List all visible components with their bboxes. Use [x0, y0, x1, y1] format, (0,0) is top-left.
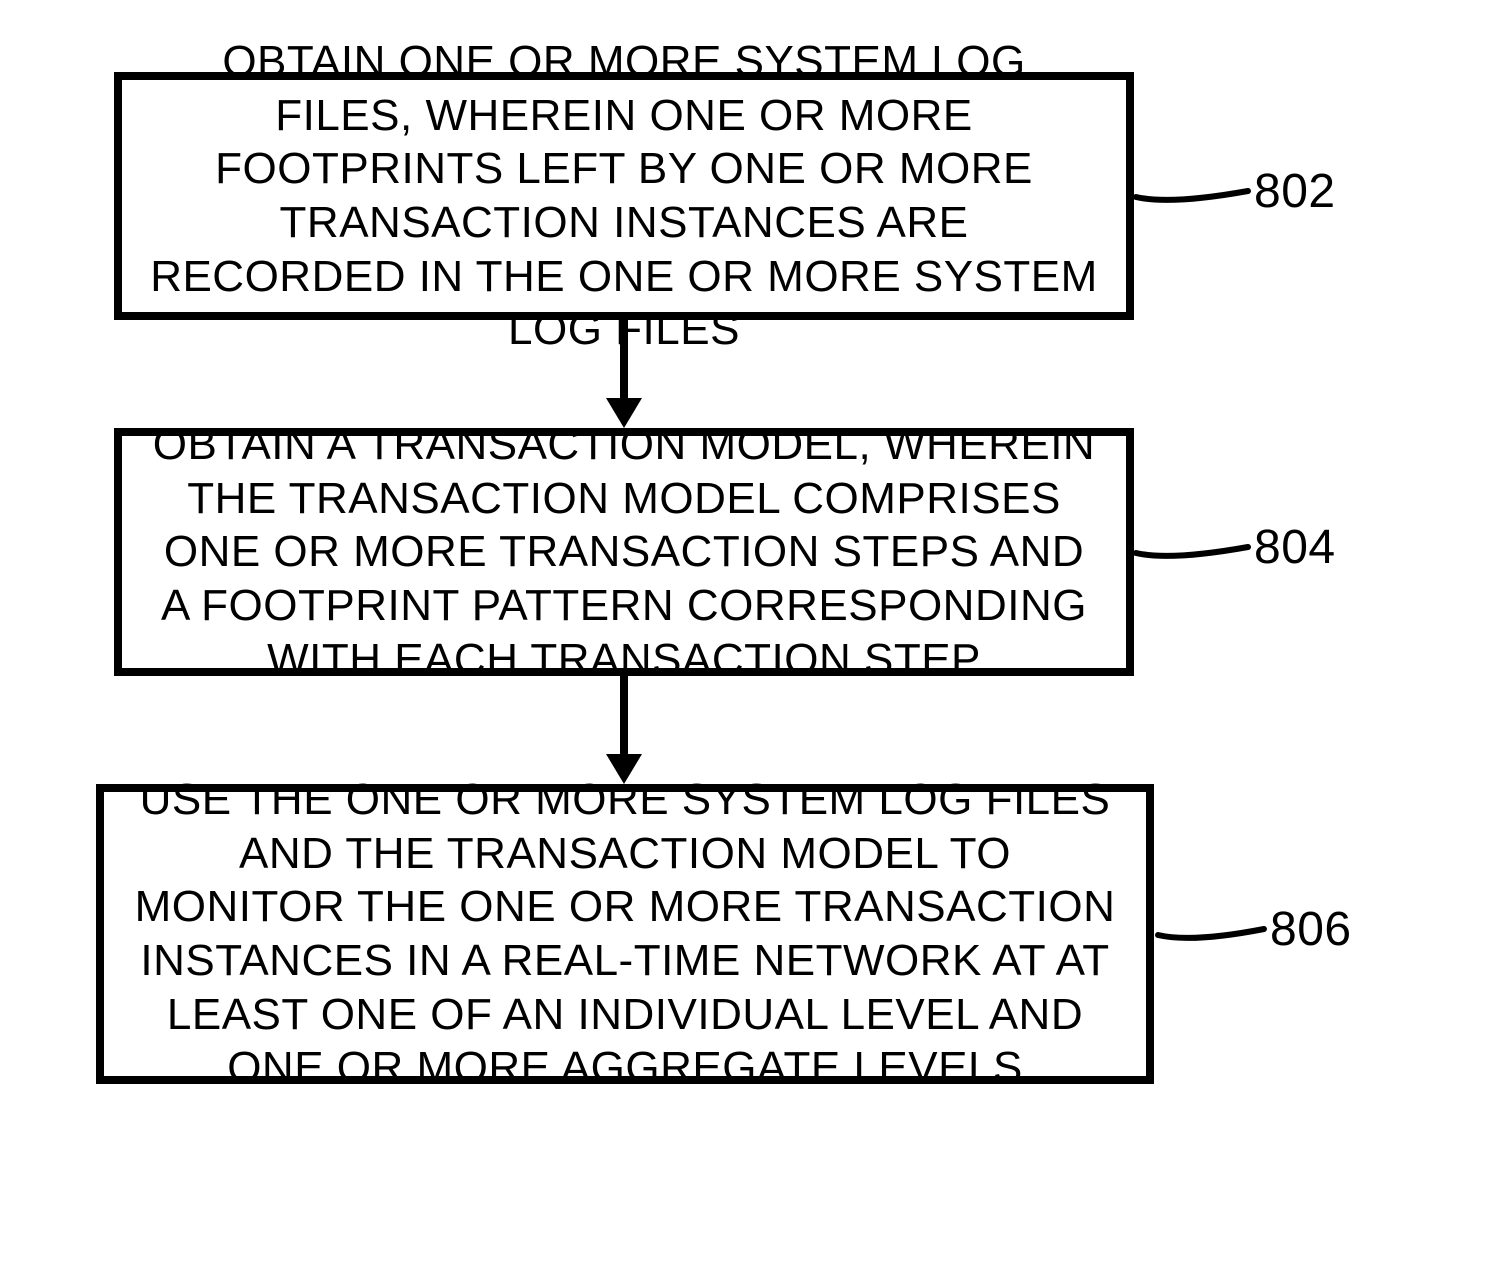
leader-curve-1 [1130, 180, 1260, 220]
ref-label-806: 806 [1270, 902, 1352, 957]
ref-label-806-text: 806 [1270, 903, 1352, 956]
leader-curve-2 [1130, 536, 1260, 576]
ref-label-802-text: 802 [1254, 165, 1336, 218]
flowchart-canvas: OBTAIN ONE OR MORE SYSTEM LOG FILES, WHE… [0, 0, 1498, 1276]
ref-label-802: 802 [1254, 164, 1336, 219]
flow-node-1-text: OBTAIN ONE OR MORE SYSTEM LOG FILES, WHE… [150, 35, 1098, 357]
arrow-2-3-stem [620, 676, 628, 754]
flow-node-1: OBTAIN ONE OR MORE SYSTEM LOG FILES, WHE… [114, 72, 1134, 320]
ref-label-804-text: 804 [1254, 521, 1336, 574]
flow-node-3-text: USE THE ONE OR MORE SYSTEM LOG FILES AND… [132, 773, 1118, 1095]
flow-node-3: USE THE ONE OR MORE SYSTEM LOG FILES AND… [96, 784, 1154, 1084]
flow-node-2-text: OBTAIN A TRANSACTION MODEL, WHEREIN THE … [150, 418, 1098, 686]
arrow-1-2-stem [620, 320, 628, 398]
flow-node-2: OBTAIN A TRANSACTION MODEL, WHEREIN THE … [114, 428, 1134, 676]
ref-label-804: 804 [1254, 520, 1336, 575]
leader-curve-3 [1150, 918, 1280, 958]
